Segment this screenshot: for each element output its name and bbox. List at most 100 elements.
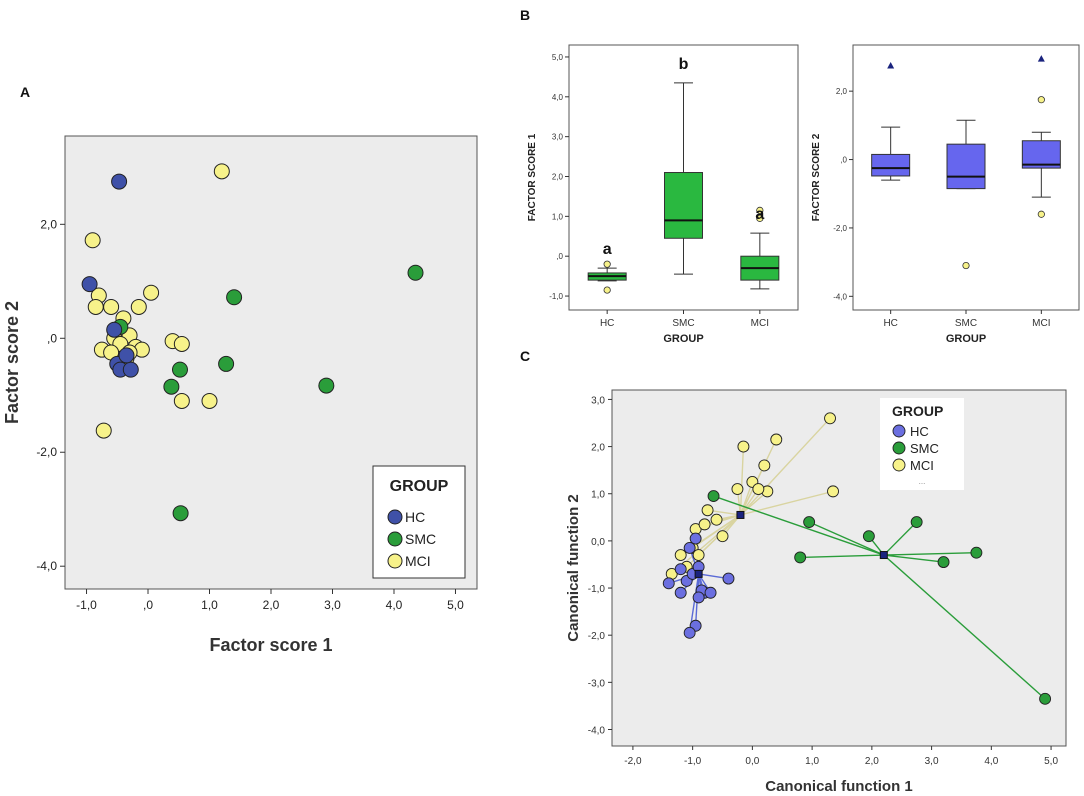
x-tick-label: MCI: [751, 318, 769, 329]
legend-label-hc: HC: [910, 424, 929, 439]
chart-a-factor-scatter: -1,0 ,0 1,0 2,0 3,0 4,0 5,0 -4,0 -2,0 ,0 2,0 Factor…: [2, 135, 478, 655]
point-mci: [710, 513, 723, 526]
y-tick-label: 3,0: [591, 395, 605, 406]
legend-label-mci: MCI: [910, 458, 934, 473]
x-tick-label: 5,0: [447, 598, 464, 612]
legend-title: GROUP: [892, 403, 943, 419]
box-hc: [871, 153, 911, 177]
point-mci: [824, 412, 836, 425]
y-tick-label: -2,0: [833, 224, 847, 233]
outlier: [962, 261, 970, 270]
x-tick-label: 0,0: [745, 756, 759, 767]
significance-letter: a: [603, 241, 612, 258]
extreme-value: [1037, 55, 1045, 62]
point-mci: [752, 483, 765, 495]
box-smc: [946, 143, 986, 190]
point-smc: [226, 289, 243, 306]
point-hc: [683, 626, 696, 639]
box-smc: [664, 172, 703, 239]
point-mci: [213, 163, 230, 180]
y-tick-label: -1,0: [549, 292, 563, 301]
legend-marker-hc: [892, 424, 906, 438]
centroid-link-mci: [739, 490, 768, 516]
legend-label-mci: MCI: [405, 553, 431, 569]
point-mci: [827, 485, 839, 498]
x-tick-label: -1,0: [684, 756, 702, 767]
point-mci: [716, 530, 729, 543]
legend-marker-mci: [387, 553, 403, 569]
point-mci: [87, 298, 104, 315]
centroid-link-smc: [883, 554, 944, 563]
point-smc: [171, 361, 188, 378]
y-tick-label: 0,0: [591, 537, 605, 548]
panel-label-a: A: [20, 84, 30, 100]
y-tick-label: 1,0: [591, 490, 605, 501]
outlier: [603, 260, 611, 268]
centroid-link-mci: [704, 514, 741, 526]
y-tick-label: 2,0: [591, 443, 605, 454]
outlier: [1037, 96, 1045, 104]
chart-c-canonical-scatter: -2,0 -1,0 0,0 1,0 2,0 3,0 4,0 5,0 -4,0 -3,0 -2,0 -1…: [565, 389, 1067, 795]
chart-b2-factor-score-2-boxplot: -4,0 -2,0 ,0 2,0 HC SMC MCI GROUP FACTOR SCORE 2: [811, 44, 1080, 345]
point-smc: [794, 551, 807, 564]
y-axis-label: Canonical function 2: [565, 494, 582, 642]
x-tick-label: -2,0: [624, 756, 642, 767]
y-tick-label: 4,0: [552, 93, 564, 102]
y-tick-label: 2,0: [836, 87, 848, 96]
legend-marker-mci: [892, 458, 906, 472]
point-mci: [130, 298, 147, 315]
centroid-hc: [694, 569, 703, 578]
centroid-link-mci: [739, 417, 831, 516]
centroid-mci: [736, 510, 745, 519]
legend-marker-smc: [892, 441, 906, 455]
x-tick-label: SMC: [672, 318, 694, 329]
x-axis-label: Canonical function 1: [765, 778, 913, 795]
extreme-value: [887, 62, 895, 69]
point-smc: [218, 355, 235, 372]
y-tick-label: ,0: [556, 252, 563, 261]
point-hc: [111, 173, 128, 190]
centroid-link-smc: [800, 554, 884, 559]
centroid-link-smc: [808, 521, 885, 556]
point-smc: [707, 490, 720, 503]
y-tick-label: 1,0: [552, 212, 564, 221]
legend-extra: ...: [919, 477, 926, 486]
y-tick-label: 2,0: [40, 217, 57, 231]
point-mci: [674, 549, 687, 561]
centroid-link-smc: [883, 551, 977, 556]
box-mci: [1021, 140, 1061, 169]
y-tick-label: -4,0: [833, 292, 847, 301]
point-hc: [704, 586, 717, 599]
significance-letter: a: [755, 206, 764, 223]
legend-label-hc: HC: [405, 509, 425, 525]
point-hc: [689, 532, 702, 545]
x-axis-label: GROUP: [946, 333, 986, 345]
x-axis-label: Factor score 1: [209, 635, 332, 655]
outlier: [1037, 210, 1045, 218]
point-smc: [1039, 692, 1052, 705]
point-hc: [722, 572, 735, 585]
point-smc: [862, 530, 875, 543]
legend-marker-hc: [387, 509, 403, 525]
point-mci: [692, 549, 705, 561]
x-tick-label: 1,0: [805, 756, 819, 767]
chart-b1-factor-score-1-boxplot: -1,0 ,0 1,0 2,0 3,0 4,0 5,0 HC SMC MCI GROUP FACTOR…: [527, 44, 799, 345]
x-tick-label: ,0: [143, 598, 153, 612]
x-tick-label: 4,0: [984, 756, 998, 767]
legend-label-smc: SMC: [910, 441, 939, 456]
x-tick-label: 4,0: [386, 598, 403, 612]
panel-label-c: C: [520, 348, 530, 364]
point-mci: [731, 483, 744, 495]
significance-letter: b: [679, 56, 689, 73]
x-axis-label: GROUP: [663, 333, 703, 345]
outlier: [603, 286, 611, 294]
point-mci: [173, 392, 190, 409]
x-tick-label: 5,0: [1044, 756, 1058, 767]
y-tick-label: -4,0: [588, 725, 606, 736]
x-tick-label: 3,0: [925, 756, 939, 767]
point-hc: [118, 347, 135, 364]
point-mci: [701, 504, 714, 517]
point-hc: [662, 577, 675, 590]
point-hc: [692, 591, 705, 604]
